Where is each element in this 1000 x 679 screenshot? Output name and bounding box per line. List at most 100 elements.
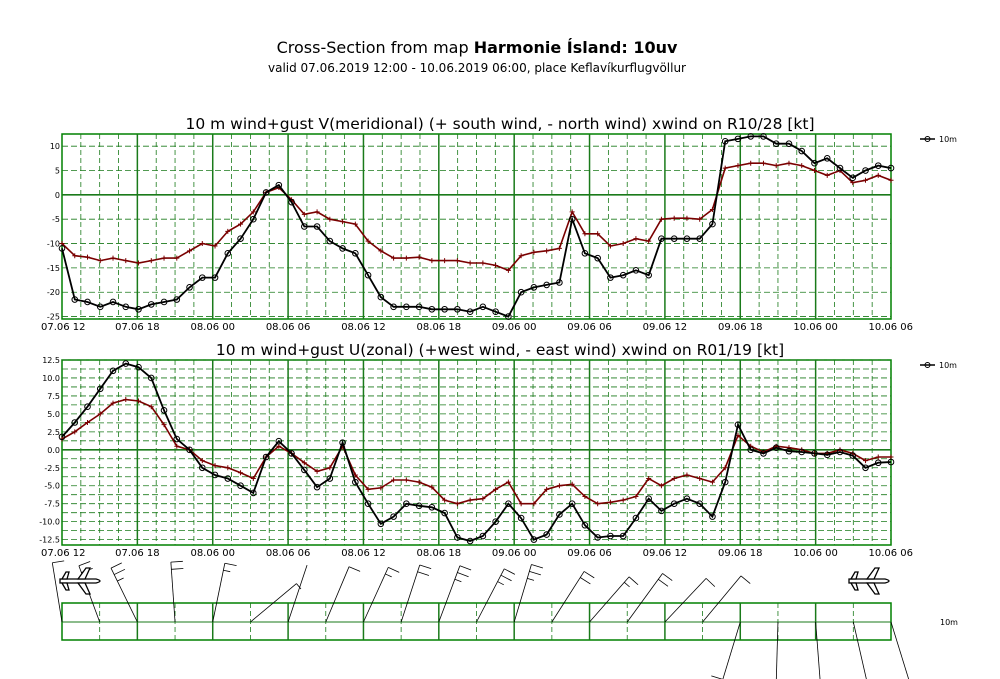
gust-point xyxy=(697,476,703,482)
gust-point xyxy=(824,172,830,178)
gust-point xyxy=(212,243,218,249)
barb-legend-label: 10m xyxy=(940,618,958,627)
gust-point xyxy=(276,443,282,449)
gust-point xyxy=(327,465,333,471)
gust-point xyxy=(671,215,677,221)
wind-barb-feather xyxy=(527,577,535,581)
wind-point xyxy=(466,537,474,545)
wind-barb xyxy=(438,565,461,623)
plane-fuselage xyxy=(848,578,890,584)
wind-point xyxy=(160,406,168,414)
gust-point xyxy=(569,209,575,215)
wind-point xyxy=(823,155,831,162)
gust-point xyxy=(595,231,601,237)
plane-wings xyxy=(76,567,92,595)
wind-barb-feather xyxy=(662,573,673,581)
gust-point xyxy=(378,485,384,491)
wind-point xyxy=(339,245,346,252)
gust-point xyxy=(505,267,511,273)
gust-point xyxy=(225,465,231,471)
wind-point xyxy=(403,303,410,311)
gust-point xyxy=(72,429,78,435)
gust-point xyxy=(811,168,817,174)
wind-barb-feather xyxy=(417,571,430,576)
gust-point xyxy=(582,494,588,500)
wind-barb xyxy=(513,564,532,623)
x-tick-label: 07.06 12 xyxy=(41,322,86,333)
wind-point xyxy=(479,532,487,540)
gust-point xyxy=(442,258,448,264)
wind-point xyxy=(887,164,895,172)
wind-point xyxy=(709,220,716,228)
wind-point xyxy=(479,303,487,311)
gust-point xyxy=(569,481,575,487)
wind-barb-feather xyxy=(459,565,472,571)
wind-point xyxy=(390,303,397,311)
x-tick-label: 10.06 00 xyxy=(793,322,838,333)
x-tick-label: 10.06 06 xyxy=(868,322,913,333)
legend-label: 10m xyxy=(939,135,957,144)
wind-point xyxy=(492,518,499,525)
plane-tail xyxy=(849,571,859,591)
y-tick-label: -12.5 xyxy=(39,536,60,545)
wind-point xyxy=(364,500,372,507)
wind-point xyxy=(658,235,665,242)
wind-point xyxy=(326,237,334,245)
wind-point xyxy=(683,495,691,502)
wind-barb xyxy=(170,562,176,623)
wind-point xyxy=(849,174,857,182)
wind-point xyxy=(645,271,652,279)
gust-point xyxy=(416,254,422,260)
wind-barb-feather xyxy=(580,577,591,585)
wind-barb xyxy=(325,566,350,623)
wind-barb xyxy=(551,571,585,623)
wind-barb-feather xyxy=(78,561,91,567)
wind-point xyxy=(313,223,321,230)
gust-point xyxy=(531,249,537,255)
y-tick-label: 5.0 xyxy=(47,410,60,419)
wind-point xyxy=(198,464,206,472)
main-title-map: Harmonie Ísland: 10uv xyxy=(473,38,678,57)
gust-point xyxy=(722,465,728,471)
wind-barb-feather xyxy=(117,577,124,582)
wind-point xyxy=(811,159,818,167)
x-tick-label: 08.06 12 xyxy=(341,548,386,559)
gust-point xyxy=(633,494,639,500)
wind-point xyxy=(428,305,436,313)
x-tick-label: 08.06 12 xyxy=(341,322,386,333)
subtitle: valid 07.06.2019 12:00 - 10.06.2019 06:0… xyxy=(267,61,686,75)
y-tick-label: 5 xyxy=(55,167,60,176)
gust-point xyxy=(403,477,409,483)
gust-point xyxy=(697,216,703,222)
gust-point xyxy=(480,260,486,266)
gust-point xyxy=(760,160,766,166)
gust-point xyxy=(238,470,244,476)
x-tick-label: 10.06 06 xyxy=(868,548,913,559)
wind-point xyxy=(568,215,576,223)
gust-point xyxy=(684,472,690,478)
gust-point xyxy=(391,255,397,261)
wind-point xyxy=(645,495,652,502)
gust-point xyxy=(646,476,652,482)
x-tick-label: 07.06 18 xyxy=(115,322,160,333)
wind-point xyxy=(224,249,232,257)
y-tick-label: 10.0 xyxy=(42,374,60,383)
wind-point xyxy=(887,458,895,466)
gust-point xyxy=(174,443,180,449)
wind-point xyxy=(632,267,640,274)
wind-point xyxy=(415,502,423,510)
wind-point xyxy=(530,284,538,291)
wind-point xyxy=(262,453,270,461)
gust-point xyxy=(658,483,664,489)
wind-barb xyxy=(852,621,867,679)
x-tick-label: 07.06 18 xyxy=(115,548,160,559)
gust-point xyxy=(735,163,741,169)
wind-point xyxy=(441,509,448,517)
wind-barb-feather xyxy=(171,568,184,570)
wind-point xyxy=(147,301,155,308)
gust-point xyxy=(161,422,167,428)
wind-point xyxy=(147,374,155,382)
wind-point xyxy=(173,435,181,443)
wind-point xyxy=(734,135,742,143)
